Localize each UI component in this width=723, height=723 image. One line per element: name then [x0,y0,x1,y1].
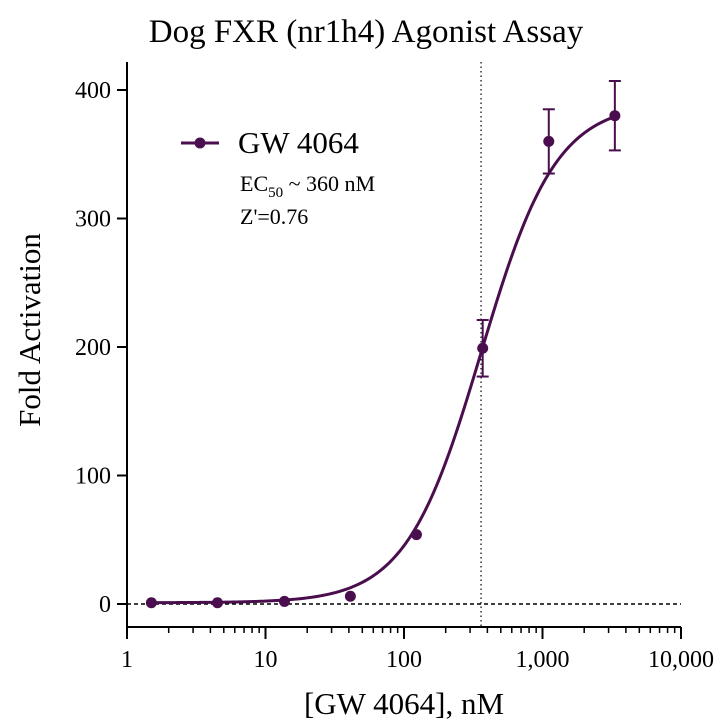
data-point [410,529,422,541]
legend-marker [194,137,206,149]
reference-lines [127,62,681,627]
x-tick-label: 10 [254,647,278,673]
fit-curve [151,115,616,605]
data-point [477,342,489,354]
x-axis-label: [GW 4064], nM [304,686,504,721]
ec50-value: ~ 360 nM [283,171,375,196]
y-tick-label: 400 [75,78,111,104]
data-point [278,595,290,607]
ec50-subscript: 50 [268,185,283,201]
y-tick-label: 300 [75,207,111,233]
legend: GW 4064 EC50 ~ 360 nM Z'=0.76 [181,125,375,229]
data-point [145,597,157,609]
y-axis: 0 100 200 300 400 [75,62,128,627]
x-tick-label: 1 [121,647,133,673]
data-point [609,110,621,122]
y-tick-label: 0 [99,592,111,618]
x-tick-label: 1,000 [516,647,570,673]
chart-title: Dog FXR (nr1h4) Agonist Assay [149,14,584,50]
x-tick-label: 10,000 [648,647,714,673]
y-tick-label: 200 [75,335,111,361]
data-point [543,135,555,147]
data-points [145,110,621,609]
y-axis-label: Fold Activation [12,233,47,427]
data-point [344,590,356,602]
z-prime-annotation: Z'=0.76 [240,204,308,229]
error-bars [476,80,621,378]
x-axis: 1 10 100 1,000 10,000 [121,626,714,673]
ec50-prefix: EC [240,171,268,196]
data-point [211,597,223,609]
x-tick-label: 100 [386,647,422,673]
y-tick-label: 100 [75,464,111,490]
ec50-annotation: EC50 ~ 360 nM [240,171,375,201]
legend-label: GW 4064 [238,125,359,160]
